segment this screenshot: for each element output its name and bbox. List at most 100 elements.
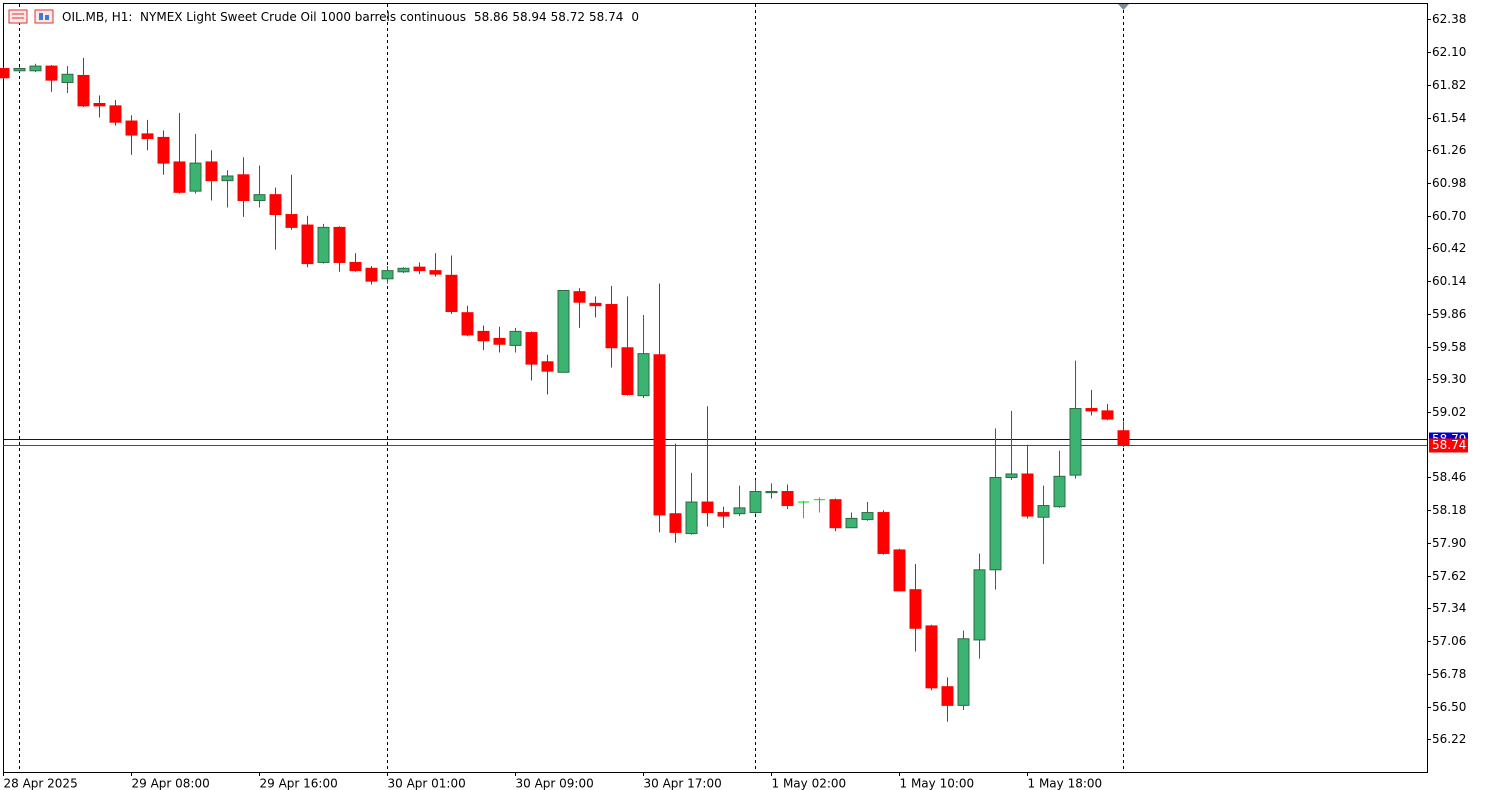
- y-tick-label: 59.86: [1432, 307, 1466, 321]
- chart-title: OIL.MB, H1: NYMEX Light Sweet Crude Oil …: [62, 10, 466, 24]
- candle-body: [477, 330, 490, 342]
- readout-open: 58.86: [474, 10, 508, 24]
- candle-body: [685, 501, 698, 535]
- candle-body: [317, 226, 330, 263]
- x-tick-label: 1 May 18:00: [1028, 777, 1103, 790]
- candle-body: [0, 67, 10, 79]
- icon-bar: [39, 13, 43, 20]
- candle-body: [509, 330, 522, 346]
- y-tick-label: 58.18: [1432, 503, 1466, 517]
- candle-body: [909, 589, 922, 629]
- candle-body: [61, 73, 74, 83]
- candle-body: [573, 291, 586, 303]
- y-tick-label: 57.06: [1432, 634, 1466, 648]
- candle-body: [845, 517, 858, 529]
- y-tick-label: 59.30: [1432, 372, 1466, 386]
- x-tick-label: 28 Apr 2025: [4, 777, 78, 790]
- icon: [34, 9, 54, 24]
- candle-body: [1117, 430, 1130, 446]
- candle-body: [253, 194, 266, 202]
- candle-body: [29, 65, 42, 72]
- x-tick-label: 29 Apr 08:00: [132, 777, 210, 790]
- x-tick-label: 1 May 02:00: [772, 777, 847, 790]
- candle-body: [525, 332, 538, 365]
- candle-body: [989, 476, 1002, 571]
- y-tick-label: 61.26: [1432, 143, 1466, 157]
- candle-body: [189, 162, 202, 192]
- candle-body: [205, 161, 218, 182]
- y-tick-label: 56.78: [1432, 667, 1466, 681]
- candle-body: [157, 136, 170, 164]
- candle-body: [77, 74, 90, 107]
- y-tick-label: 57.34: [1432, 601, 1466, 615]
- bid-label: 58.74: [1432, 438, 1466, 452]
- y-tick-label: 57.90: [1432, 536, 1466, 550]
- candle-body: [429, 270, 442, 275]
- x-tick-label: 30 Apr 01:00: [388, 777, 466, 790]
- candle-body: [413, 266, 426, 272]
- candle-body: [493, 337, 506, 345]
- candle-body: [829, 499, 842, 529]
- candle-body: [221, 175, 234, 182]
- candle-body: [173, 161, 186, 193]
- candle-body: [1037, 505, 1050, 518]
- candle-body: [941, 686, 954, 706]
- candle-body: [637, 353, 650, 397]
- candle-body: [861, 512, 874, 521]
- candle-body: [365, 267, 378, 282]
- candle-body: [541, 361, 554, 372]
- candle-body: [1101, 410, 1114, 420]
- candle-body: [1085, 408, 1098, 412]
- chart-header: OIL.MB, H1: NYMEX Light Sweet Crude Oil …: [62, 10, 639, 24]
- readout-close: 58.74: [589, 10, 623, 24]
- y-tick-label: 62.10: [1432, 45, 1466, 59]
- x-tick-label: 29 Apr 16:00: [260, 777, 338, 790]
- candle-body: [109, 105, 122, 123]
- candle-body: [701, 501, 714, 514]
- candle-body: [285, 214, 298, 228]
- candle-body: [669, 513, 682, 533]
- axes: 62.38 62.10 61.82 61.54 61.26 60.98 60.70 60.42…: [3, 12, 1468, 790]
- x-tick-label: 1 May 10:00: [900, 777, 975, 790]
- candle-body: [461, 312, 474, 336]
- y-tick-label: 60.98: [1432, 176, 1466, 190]
- candle-body: [877, 512, 890, 554]
- candle-body: [733, 507, 746, 515]
- candle-body: [925, 625, 938, 689]
- y-tick-label: 60.42: [1432, 241, 1466, 255]
- candle-body: [1021, 473, 1034, 517]
- candle-body: [445, 274, 458, 313]
- candle-body: [973, 569, 986, 641]
- y-tick-label: 57.62: [1432, 569, 1466, 583]
- candle-body: [1005, 473, 1018, 478]
- candle-body: [397, 267, 410, 273]
- candle-body: [1069, 408, 1082, 476]
- candle-body: [1053, 475, 1066, 508]
- readout-extra: 0: [631, 10, 639, 24]
- candle-body: [781, 491, 794, 507]
- candle-body: [589, 302, 602, 307]
- candle-body: [653, 354, 666, 516]
- x-tick-label: 30 Apr 09:00: [516, 777, 594, 790]
- icon: [8, 9, 28, 24]
- candle-body: [381, 270, 394, 280]
- y-tick-label: 61.82: [1432, 78, 1466, 92]
- y-tick-label: 60.14: [1432, 274, 1466, 288]
- candle-body: [957, 638, 970, 706]
- y-tick-label: 56.50: [1432, 700, 1466, 714]
- y-tick-label: 58.46: [1432, 470, 1466, 484]
- readout-high: 58.94: [512, 10, 546, 24]
- y-tick-label: 59.58: [1432, 340, 1466, 354]
- candle-body: [237, 174, 250, 202]
- y-tick-label: 59.02: [1432, 405, 1466, 419]
- header-icons: [8, 9, 54, 24]
- candle-body: [605, 304, 618, 349]
- candle-body: [893, 549, 906, 592]
- y-tick-label: 62.38: [1432, 12, 1466, 26]
- candle-body: [749, 491, 762, 514]
- y-tick-label: 56.22: [1432, 732, 1466, 746]
- x-tick-label: 30 Apr 17:00: [644, 777, 722, 790]
- candle-body: [141, 133, 154, 140]
- candle-body: [333, 226, 346, 263]
